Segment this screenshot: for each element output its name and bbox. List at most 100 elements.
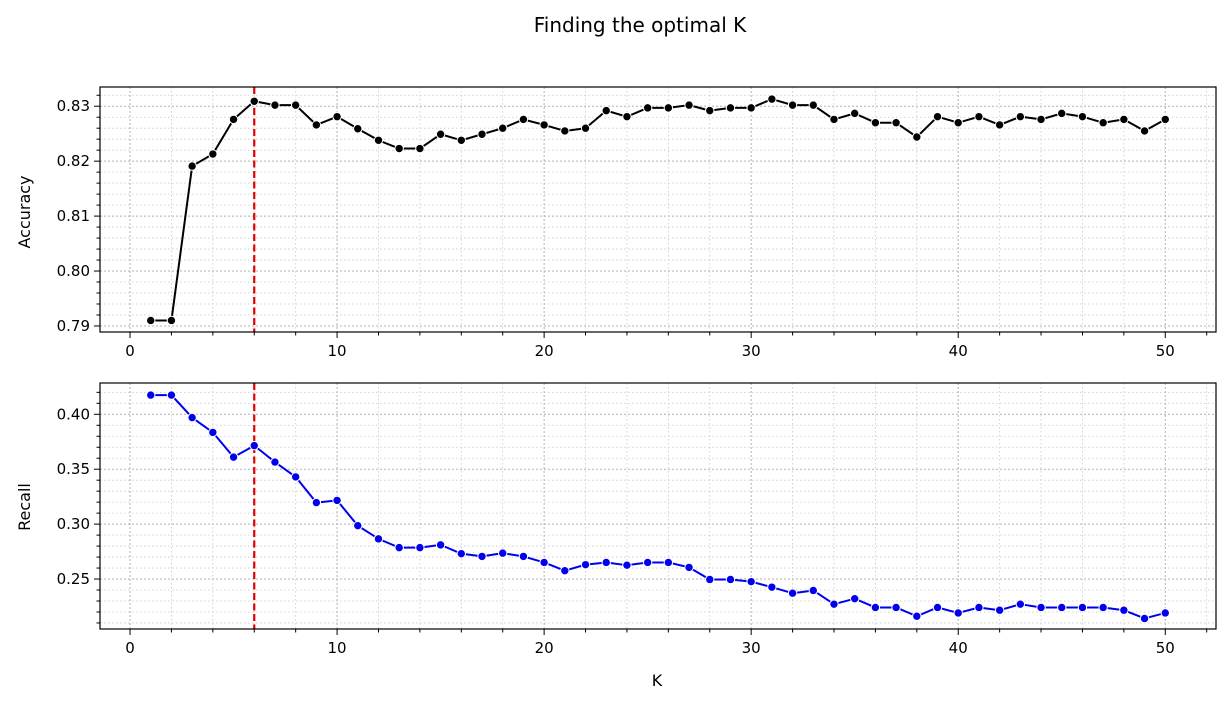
accuracy-data-point [870,118,881,128]
recall-data-point [849,593,860,604]
accuracy-x-tick-label: 0 [125,342,135,360]
accuracy-data-point [498,123,508,133]
accuracy-data-point [332,111,342,122]
recall-data-point [601,557,611,568]
recall-grid: 0 10 20 30 40 50 0.25 0.30 0.35 0.40 [57,383,1216,657]
recall-x-tick-label: 50 [1156,639,1175,657]
accuracy-data-point [787,100,798,110]
recall-data-point [415,542,425,553]
accuracy-data-point [580,123,591,133]
accuracy-x-tick-label: 40 [949,342,968,360]
accuracy-data-point [270,100,280,110]
recall-data-point [146,390,156,400]
accuracy-plot-frame [99,86,1217,333]
accuracy-grid: 0 10 20 30 40 50 0.79 0.80 0.81 0.82 0.83 [57,87,1216,360]
accuracy-data-point [1077,111,1088,122]
accuracy-y-tick-label: 0.82 [57,152,90,170]
recall-data-point [249,440,259,451]
accuracy-y-tick-label: 0.83 [57,97,90,115]
accuracy-data-point [1160,114,1170,125]
accuracy-data-point [767,94,777,104]
accuracy-data-point [560,126,570,136]
recall-data-point [932,602,943,613]
recall-data-point [270,457,280,467]
accuracy-data-point [891,118,901,128]
recall-data-point [705,574,715,585]
recall-data-point [994,605,1005,615]
accuracy-data-point [539,120,549,130]
recall-data-point [290,472,301,482]
recall-data-point [518,551,529,562]
recall-y-tick-label: 0.35 [57,460,90,478]
accuracy-data-point [187,161,197,171]
accuracy-data-point [146,315,156,326]
accuracy-x-tick-label: 10 [328,342,347,360]
accuracy-x-tick-label: 30 [742,342,761,360]
accuracy-data-point [642,103,653,113]
recall-x-tick-label: 40 [949,639,968,657]
accuracy-data-point [622,111,632,122]
recall-x-tick-label: 10 [328,639,347,657]
accuracy-data-point [477,129,487,139]
recall-data-point [580,559,591,570]
recall-data-point [974,602,984,613]
recall-data-point [394,542,404,553]
recall-data-point [684,562,694,573]
accuracy-data-point [435,129,446,139]
recall-data-point [1036,602,1046,613]
accuracy-data-point [849,108,860,119]
accuracy-data-point [311,120,322,130]
accuracy-data-point [373,135,384,145]
recall-x-tick-label: 20 [535,639,554,657]
recall-data-point [642,557,653,568]
recall-data-point [622,560,632,570]
accuracy-data-point [932,111,943,122]
accuracy-data-point [518,114,529,125]
recall-data-point [870,602,881,613]
accuracy-data-point [684,100,694,110]
accuracy-data-point [1057,108,1067,119]
accuracy-y-tick-label: 0.81 [57,207,90,225]
recall-data-point [311,497,322,508]
recall-data-point [477,551,487,562]
accuracy-data-point [705,105,715,116]
recall-data-point [1077,602,1088,613]
recall-x-tick-label: 30 [742,639,761,657]
recall-data-point [746,576,756,587]
accuracy-data-point [663,103,674,113]
accuracy-y-tick-label: 0.79 [57,317,90,335]
accuracy-x-tick-label: 50 [1156,342,1175,360]
recall-data-point [560,565,570,576]
recall-y-axis-label: Recall [15,483,34,531]
recall-data-point [332,495,342,506]
x-axis-label: K [652,671,663,690]
recall-data-point [435,540,446,550]
recall-data-point [1119,605,1129,615]
recall-data-point [166,390,177,400]
recall-data-point [829,599,839,609]
accuracy-data-point [1119,114,1129,125]
accuracy-y-axis-label: Accuracy [15,175,34,248]
accuracy-data-point [1036,114,1046,125]
accuracy-data-point [249,96,259,106]
accuracy-data-point [166,315,177,326]
accuracy-panel: Accuracy 0 10 20 30 40 50 0.79 0.80 0.81 0.82 0.83 [15,86,1217,360]
accuracy-data-point [1139,126,1150,136]
recall-data-point [787,588,798,598]
recall-data-point [891,602,901,613]
recall-data-point [456,548,467,559]
accuracy-data-point [746,103,756,113]
accuracy-x-tick-label: 20 [535,342,554,360]
recall-y-tick-label: 0.30 [57,515,90,533]
accuracy-series-line [150,98,1166,322]
accuracy-data-point [353,124,363,134]
recall-data-point [1139,613,1150,624]
recall-data-point [1057,602,1067,613]
accuracy-data-point [208,149,218,159]
recall-data-point [539,557,549,568]
recall-data-point [1015,599,1026,609]
accuracy-data-point [228,114,239,125]
accuracy-data-point [974,111,984,122]
accuracy-data-point [953,118,963,128]
